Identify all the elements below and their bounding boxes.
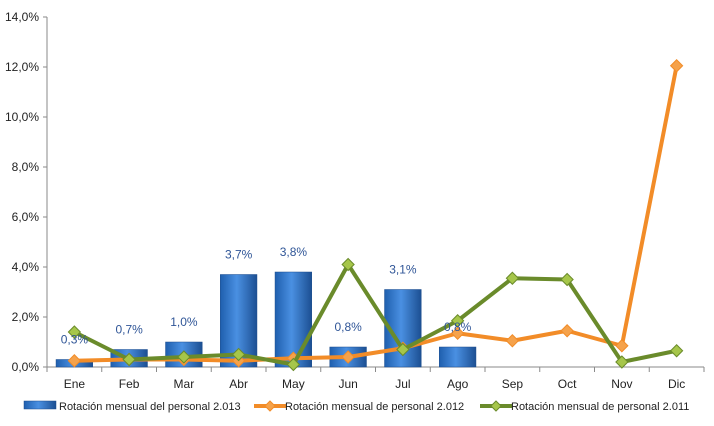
line-point bbox=[341, 350, 355, 364]
x-tick-label: Feb bbox=[119, 377, 140, 391]
line-point bbox=[341, 257, 355, 272]
y-tick-label: 8,0% bbox=[12, 160, 40, 174]
legend: Rotación mensual del personal 2.013 Rotac… bbox=[23, 400, 689, 413]
y-tick-label: 12,0% bbox=[5, 60, 39, 74]
legend-label: Rotación mensual del personal 2.013 bbox=[59, 401, 241, 413]
line-point bbox=[560, 324, 574, 338]
line-point bbox=[560, 272, 574, 287]
line-point bbox=[450, 326, 465, 340]
legend-swatch-marker bbox=[490, 400, 502, 412]
x-tick-label: May bbox=[282, 377, 305, 391]
line-point bbox=[67, 354, 82, 368]
series-line-1 bbox=[74, 65, 679, 363]
bar bbox=[274, 271, 312, 368]
data-labels: 0,3% 0,7% 1,0% 3,7% 3,8% 0,8% 3,1% 0,8% bbox=[61, 245, 472, 347]
bar-series bbox=[55, 271, 477, 368]
x-tick-label: Abr bbox=[229, 377, 248, 391]
line-point bbox=[615, 339, 629, 353]
line-point bbox=[450, 314, 465, 328]
legend-swatch-marker bbox=[264, 400, 276, 412]
legend-swatch-bar bbox=[23, 400, 57, 410]
y-tick-label: 6,0% bbox=[12, 210, 40, 224]
y-tick-label: 14,0% bbox=[5, 10, 39, 24]
x-tick-label: Ago bbox=[447, 377, 469, 391]
bar-data-label: 3,7% bbox=[225, 248, 253, 262]
x-tick-label: Sep bbox=[502, 377, 524, 391]
legend-label: Rotación mensual de personal 2.012 bbox=[285, 401, 464, 413]
line-point bbox=[396, 342, 410, 357]
bar-data-label: 1,0% bbox=[170, 315, 198, 329]
y-tick-label: 10,0% bbox=[5, 110, 39, 124]
line-point bbox=[122, 352, 136, 367]
x-tick-label: Nov bbox=[611, 377, 632, 391]
bar-data-label: 0,8% bbox=[444, 320, 472, 334]
x-tick-label: Jul bbox=[395, 377, 410, 391]
line-series bbox=[67, 59, 684, 372]
x-tick-label: Dic bbox=[668, 377, 685, 391]
line-point bbox=[615, 355, 629, 369]
x-tick-label: Oct bbox=[558, 377, 577, 391]
line-point bbox=[231, 347, 246, 362]
legend-label: Rotación mensual de personal 2.011 bbox=[511, 401, 689, 413]
line-point bbox=[67, 325, 82, 339]
bar-data-label: 0,3% bbox=[61, 333, 89, 347]
line-point bbox=[177, 350, 191, 364]
y-tick-label: 0,0% bbox=[12, 360, 40, 374]
bar-data-label: 0,7% bbox=[115, 323, 143, 337]
bar-data-label: 0,8% bbox=[334, 320, 362, 334]
line-point bbox=[669, 344, 684, 358]
line-point bbox=[669, 59, 684, 73]
line-point bbox=[286, 357, 301, 372]
series-line-2 bbox=[73, 262, 678, 367]
x-tick-label: Jun bbox=[338, 377, 357, 391]
bar-data-label: 3,1% bbox=[389, 263, 417, 277]
bar bbox=[439, 346, 477, 368]
x-tick-label: Mar bbox=[174, 377, 195, 391]
line-point bbox=[505, 334, 520, 348]
x-tick-label: Ene bbox=[64, 377, 86, 391]
y-tick-label: 2,0% bbox=[12, 310, 40, 324]
bar-data-label: 3,8% bbox=[280, 245, 308, 259]
y-tick-label: 4,0% bbox=[12, 260, 40, 274]
axes-layer: 0,0% 2,0% 4,0% 6,0% 8,0% 10,0% 12,0% 14,0% Ene Fe… bbox=[5, 10, 705, 391]
line-point bbox=[505, 271, 520, 285]
